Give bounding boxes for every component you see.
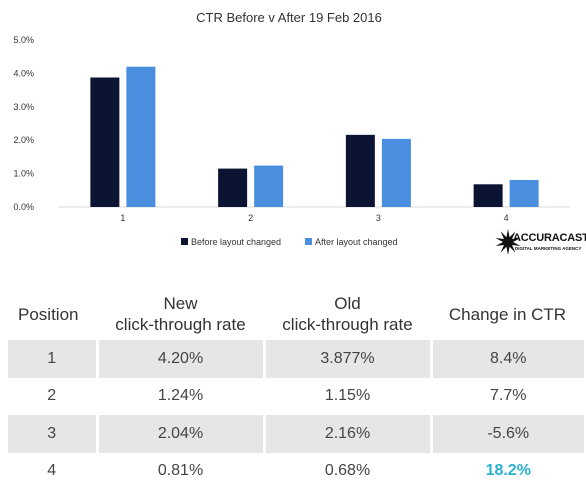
- bar-after-3: [381, 138, 411, 207]
- header-old-line2: click-through rate: [282, 315, 413, 334]
- legend-label: After layout changed: [315, 237, 398, 247]
- bar-before-4: [473, 184, 503, 207]
- cell-old-ctr: 3.877%: [262, 340, 431, 378]
- cell-old-ctr: 0.68%: [262, 452, 431, 490]
- y-tick-label: 2.0%: [13, 135, 34, 145]
- header-old-ctr: Old click-through rate: [264, 288, 431, 340]
- x-tick-label: 4: [504, 213, 509, 223]
- header-change: Change in CTR: [448, 304, 567, 324]
- accuracast-logo: ACCURACAST DIGITAL MARKETING AGENCY: [495, 229, 586, 255]
- y-tick-label: 0.0%: [13, 202, 34, 212]
- x-tick-label: 3: [376, 213, 381, 223]
- logo-tagline: DIGITAL MARKETING AGENCY: [515, 246, 582, 251]
- header-new-ctr: New click-through rate: [97, 288, 264, 340]
- legend: Before layout changed After layout change…: [181, 237, 398, 247]
- x-tick-label: 1: [120, 213, 125, 223]
- header-new-line1: New: [163, 294, 198, 313]
- table-row: 1 4.20% 3.877% 8.4%: [8, 340, 584, 378]
- table-row: 4 0.81% 0.68% 18.2%: [8, 452, 584, 490]
- cell-position: 3: [8, 415, 97, 453]
- bar-before-2: [218, 168, 248, 207]
- y-tick-label: 5.0%: [13, 35, 34, 45]
- x-axis: 1 2 3 4: [120, 213, 508, 223]
- cell-new-ctr: 2.04%: [95, 415, 264, 453]
- header-old-line1: Old: [334, 294, 361, 313]
- y-tick-label: 3.0%: [13, 102, 34, 112]
- cell-new-ctr: 1.24%: [95, 377, 264, 415]
- cell-position: 1: [8, 340, 97, 378]
- cell-old-ctr: 2.16%: [262, 415, 431, 453]
- ctr-table: Position New click-through rate Old clic…: [8, 288, 584, 490]
- cell-position: 4: [47, 462, 57, 480]
- legend-swatch: [181, 238, 188, 245]
- logo-starburst-icon: [495, 229, 521, 255]
- x-tick-label: 2: [248, 213, 253, 223]
- ctr-bar-chart: CTR Before v After 19 Feb 2016 0.0% 1.0% 2…: [13, 10, 570, 247]
- y-tick-label: 1.0%: [13, 169, 34, 179]
- bar-after-4: [509, 179, 539, 207]
- bar-after-2: [254, 165, 284, 207]
- bar-after-1: [126, 66, 156, 207]
- cell-change: 8.4%: [429, 340, 584, 378]
- table-row: 2 1.24% 1.15% 7.7%: [8, 377, 584, 415]
- y-tick-label: 4.0%: [13, 68, 34, 78]
- cell-change: 7.7%: [429, 377, 584, 415]
- table-row: 3 2.04% 2.16% -5.6%: [8, 415, 584, 453]
- cell-old-ctr: 1.15%: [262, 377, 431, 415]
- bar-before-1: [90, 77, 120, 207]
- table-header-row: Position New click-through rate Old clic…: [8, 288, 584, 340]
- cell-new-ctr: 4.20%: [95, 340, 264, 378]
- cell-position: 2: [47, 387, 57, 405]
- header-new-line2: click-through rate: [115, 315, 246, 334]
- header-position: Position: [18, 304, 79, 324]
- legend-swatch: [305, 238, 312, 245]
- cell-new-ctr: 0.81%: [95, 452, 264, 490]
- chart-title: CTR Before v After 19 Feb 2016: [196, 10, 382, 25]
- bars: [90, 66, 539, 207]
- cell-change-highlight: 18.2%: [429, 452, 584, 490]
- logo-name: ACCURACAST: [513, 232, 586, 244]
- bar-before-3: [345, 134, 375, 207]
- y-axis: 0.0% 1.0% 2.0% 3.0% 4.0% 5.0%: [13, 35, 34, 212]
- cell-change: -5.6%: [429, 415, 584, 453]
- legend-label: Before layout changed: [191, 237, 281, 247]
